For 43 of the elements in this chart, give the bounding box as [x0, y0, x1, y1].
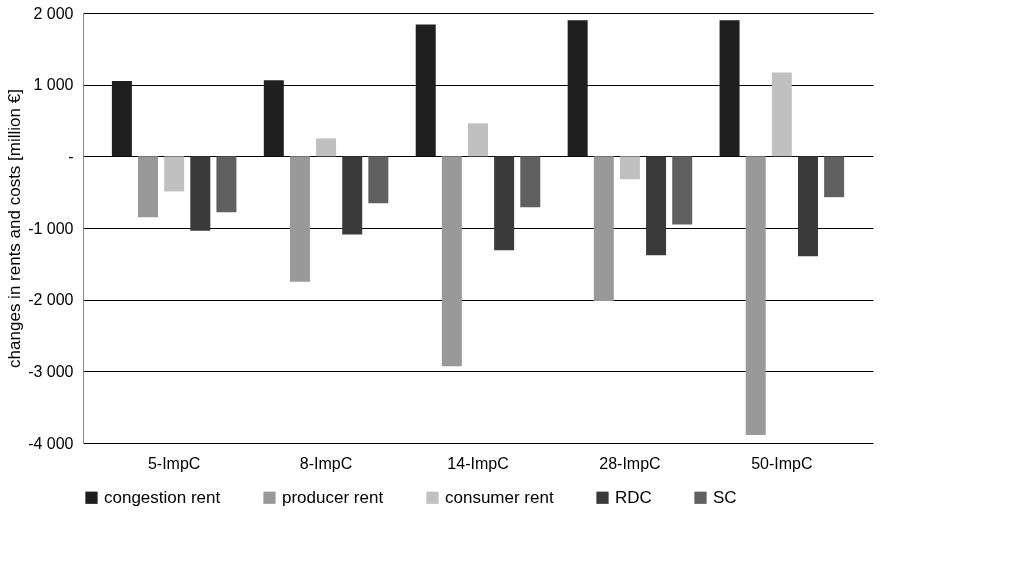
- y-tick-label: -1 000: [28, 219, 74, 237]
- bar: [164, 156, 185, 192]
- x-tick-label: 8-ImpC: [299, 454, 353, 472]
- bar: [468, 123, 488, 157]
- x-tick-label: 28-ImpC: [599, 454, 661, 472]
- y-axis-title: changes in rents and costs [million €]: [5, 89, 25, 368]
- x-tick-label: 50-ImpC: [751, 454, 813, 472]
- bar: [216, 156, 237, 213]
- bar: [263, 80, 284, 157]
- bar: [824, 156, 845, 198]
- bar: [138, 156, 159, 218]
- bar: [646, 156, 667, 256]
- y-tick-label: -3 000: [28, 362, 74, 380]
- bar: [316, 138, 337, 157]
- bar: [368, 156, 389, 204]
- x-tick-label: 5-ImpC: [147, 454, 201, 472]
- bar: [771, 72, 792, 157]
- y-tick-label: 2 000: [33, 4, 74, 22]
- legend-label: congestion rent: [104, 487, 221, 507]
- bar: [111, 81, 132, 157]
- bar: [619, 156, 640, 180]
- bar: [745, 156, 766, 436]
- y-tick-label: -4 000: [28, 434, 74, 452]
- bar: [719, 20, 740, 157]
- y-tick-label: 1 000: [33, 76, 74, 94]
- legend-label: consumer rent: [445, 487, 554, 507]
- bar: [797, 156, 818, 257]
- bar: [672, 156, 693, 225]
- legend-label: producer rent: [282, 487, 384, 507]
- bar: [441, 156, 462, 367]
- bar: [289, 156, 310, 282]
- bar: [190, 156, 211, 231]
- legend-label: RDC: [615, 487, 652, 507]
- y-tick-label: -: [68, 147, 74, 165]
- bar: [567, 20, 588, 157]
- legend-label: SC: [713, 487, 737, 507]
- bar: [415, 24, 436, 157]
- y-tick-label: -2 000: [28, 291, 74, 309]
- bar: [494, 156, 515, 251]
- bar: [593, 156, 614, 302]
- bar: [342, 156, 363, 235]
- x-tick-label: 14-ImpC: [447, 454, 509, 472]
- bar: [520, 156, 541, 208]
